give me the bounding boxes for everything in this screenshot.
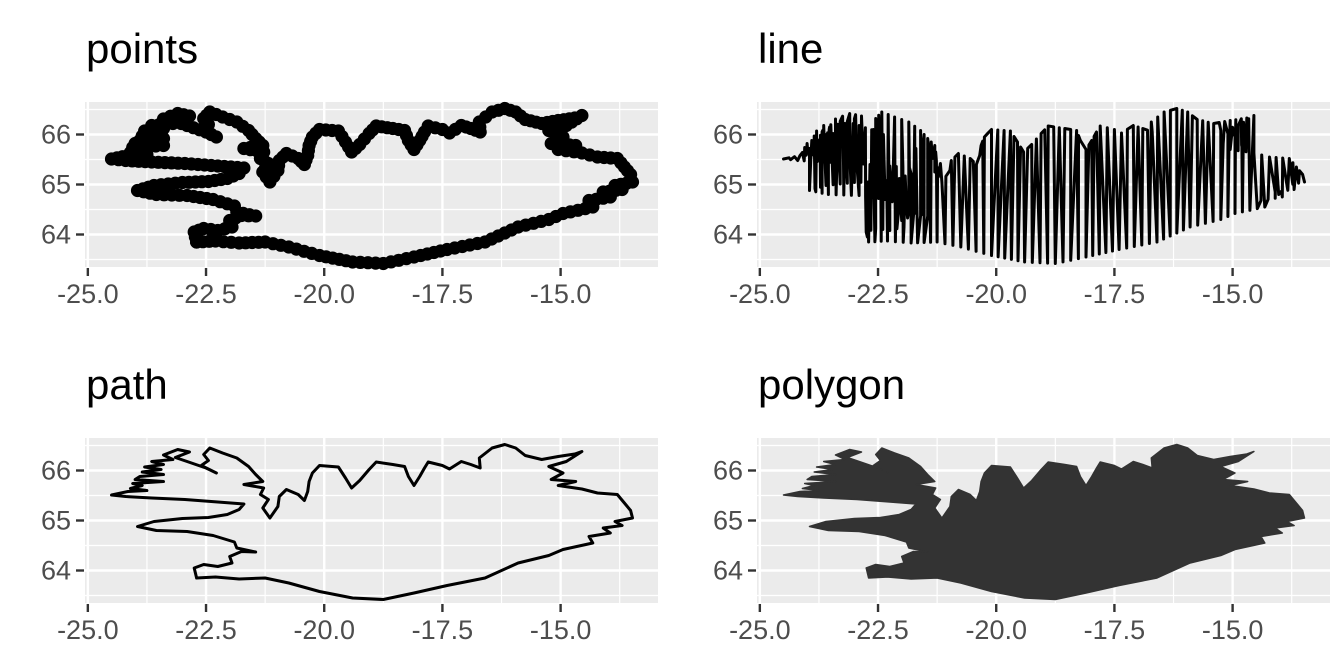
plot-area-polygon: -25.0 -22.5 -20.0 -17.5 -15.0 64 65 66 xyxy=(713,438,1330,645)
panel-line: line -25.0 -22.5 -20.0 -17.5 -15.0 64 65 66 xyxy=(672,0,1344,336)
plot-area-path: -25.0 -22.5 -20.0 -17.5 -15.0 64 65 66 xyxy=(41,438,658,645)
panel-title-line: line xyxy=(758,25,824,72)
svg-text:65: 65 xyxy=(713,170,743,200)
svg-text:-22.5: -22.5 xyxy=(175,279,237,309)
svg-text:66: 66 xyxy=(41,456,71,486)
svg-text:-17.5: -17.5 xyxy=(412,615,474,645)
svg-text:64: 64 xyxy=(713,556,743,586)
panel-title-points: points xyxy=(86,25,199,72)
panel-title-polygon: polygon xyxy=(758,361,906,408)
svg-text:64: 64 xyxy=(41,556,71,586)
svg-text:65: 65 xyxy=(41,506,71,536)
panel-title-path: path xyxy=(86,361,168,408)
svg-text:-15.0: -15.0 xyxy=(1202,279,1264,309)
svg-text:-15.0: -15.0 xyxy=(530,615,592,645)
svg-text:-25.0: -25.0 xyxy=(57,615,119,645)
plot-area-line: -25.0 -22.5 -20.0 -17.5 -15.0 64 65 66 xyxy=(713,102,1330,309)
plot-area-points: -25.0 -22.5 -20.0 -17.5 -15.0 64 65 66 xyxy=(41,101,658,309)
svg-text:-20.0: -20.0 xyxy=(965,279,1027,309)
svg-text:66: 66 xyxy=(41,120,71,150)
svg-text:64: 64 xyxy=(41,220,71,250)
svg-text:-17.5: -17.5 xyxy=(1084,279,1146,309)
svg-text:-17.5: -17.5 xyxy=(1084,615,1146,645)
panel-points: points -25.0 -22.5 -20.0 -17.5 -15.0 64 65 66 xyxy=(0,0,672,336)
svg-text:65: 65 xyxy=(41,170,71,200)
svg-text:-20.0: -20.0 xyxy=(293,615,355,645)
svg-text:-17.5: -17.5 xyxy=(412,279,474,309)
svg-text:66: 66 xyxy=(713,456,743,486)
svg-text:64: 64 xyxy=(713,220,743,250)
svg-text:-15.0: -15.0 xyxy=(530,279,592,309)
svg-text:-15.0: -15.0 xyxy=(1202,615,1264,645)
svg-text:66: 66 xyxy=(713,120,743,150)
svg-text:-25.0: -25.0 xyxy=(729,615,791,645)
svg-text:65: 65 xyxy=(713,506,743,536)
panel-polygon: polygon -25.0 -22.5 -20.0 -17.5 -15.0 64 65 66 xyxy=(672,336,1344,672)
svg-text:-22.5: -22.5 xyxy=(847,615,909,645)
svg-text:-22.5: -22.5 xyxy=(847,279,909,309)
svg-text:-25.0: -25.0 xyxy=(57,279,119,309)
svg-text:-20.0: -20.0 xyxy=(293,279,355,309)
panel-path: path -25.0 -22.5 -20.0 -17.5 -15.0 64 65 66 xyxy=(0,336,672,672)
svg-text:-20.0: -20.0 xyxy=(965,615,1027,645)
svg-text:-25.0: -25.0 xyxy=(729,279,791,309)
svg-text:-22.5: -22.5 xyxy=(175,615,237,645)
